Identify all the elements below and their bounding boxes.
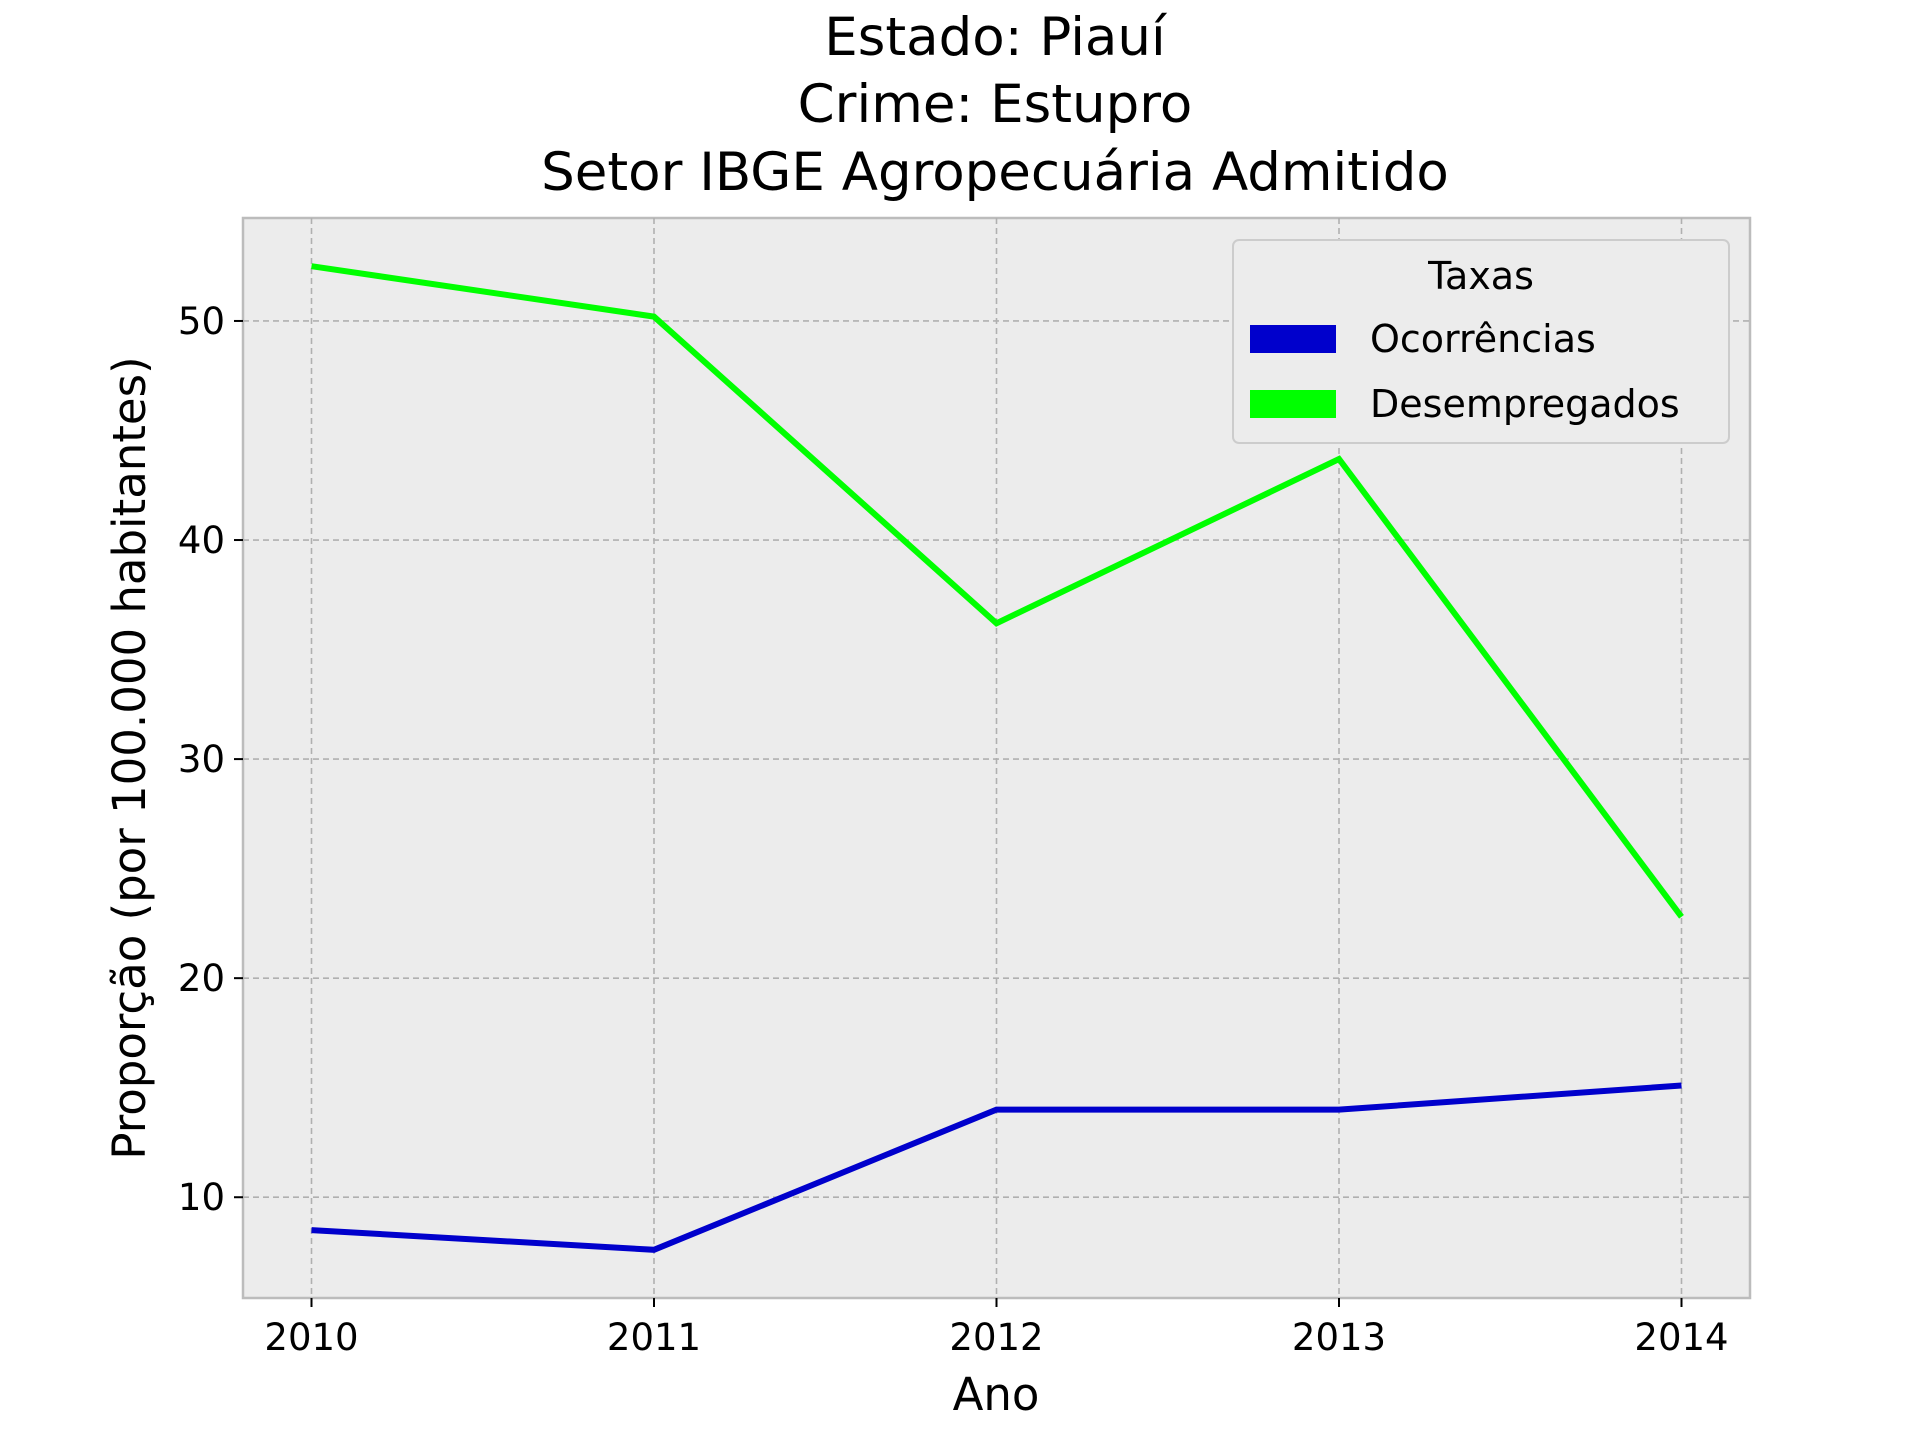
x-axis-label: Ano	[953, 1368, 1040, 1421]
x-tick-label: 2010	[264, 1316, 358, 1359]
title-line-2: Crime: Estupro	[798, 74, 1193, 135]
legend-label-desempregados: Desempregados	[1370, 382, 1680, 426]
legend-swatch-desempregados	[1250, 390, 1336, 418]
y-tick-label: 10	[178, 1176, 225, 1219]
legend-swatch-ocorrencias	[1250, 325, 1336, 353]
series-line-desempregados	[311, 263, 1684, 919]
legend-title: Taxas	[1427, 254, 1534, 298]
legend-label-ocorrencias: Ocorrências	[1370, 317, 1596, 361]
tick-labels: 2010 2011 2012 2013 2014 10 20 30 40 50	[178, 300, 1729, 1359]
title-line-3: Setor IBGE Agropecuária Admitido	[541, 142, 1449, 203]
title-line-1: Estado: Piauí	[824, 7, 1168, 68]
x-tick-label: 2013	[1292, 1316, 1386, 1359]
x-tick-label: 2011	[607, 1316, 701, 1359]
y-tick-label: 30	[178, 738, 225, 781]
y-axis-label: Proporção (por 100.000 habitantes)	[103, 356, 156, 1159]
legend: Taxas Ocorrências Desempregados	[1232, 239, 1730, 444]
x-tick-label: 2014	[1634, 1316, 1728, 1359]
chart-title: Estado: Piauí Crime: Estupro Setor IBGE …	[541, 7, 1449, 203]
legend-box	[1232, 239, 1730, 444]
x-tick-label: 2012	[949, 1316, 1043, 1359]
series-line-ocorrencias	[311, 1082, 1682, 1253]
y-tick-label: 40	[178, 519, 225, 562]
y-tick-label: 20	[178, 957, 225, 1000]
grid	[243, 218, 1750, 1298]
y-tick-label: 50	[178, 300, 225, 343]
series-lines	[311, 263, 1684, 1253]
